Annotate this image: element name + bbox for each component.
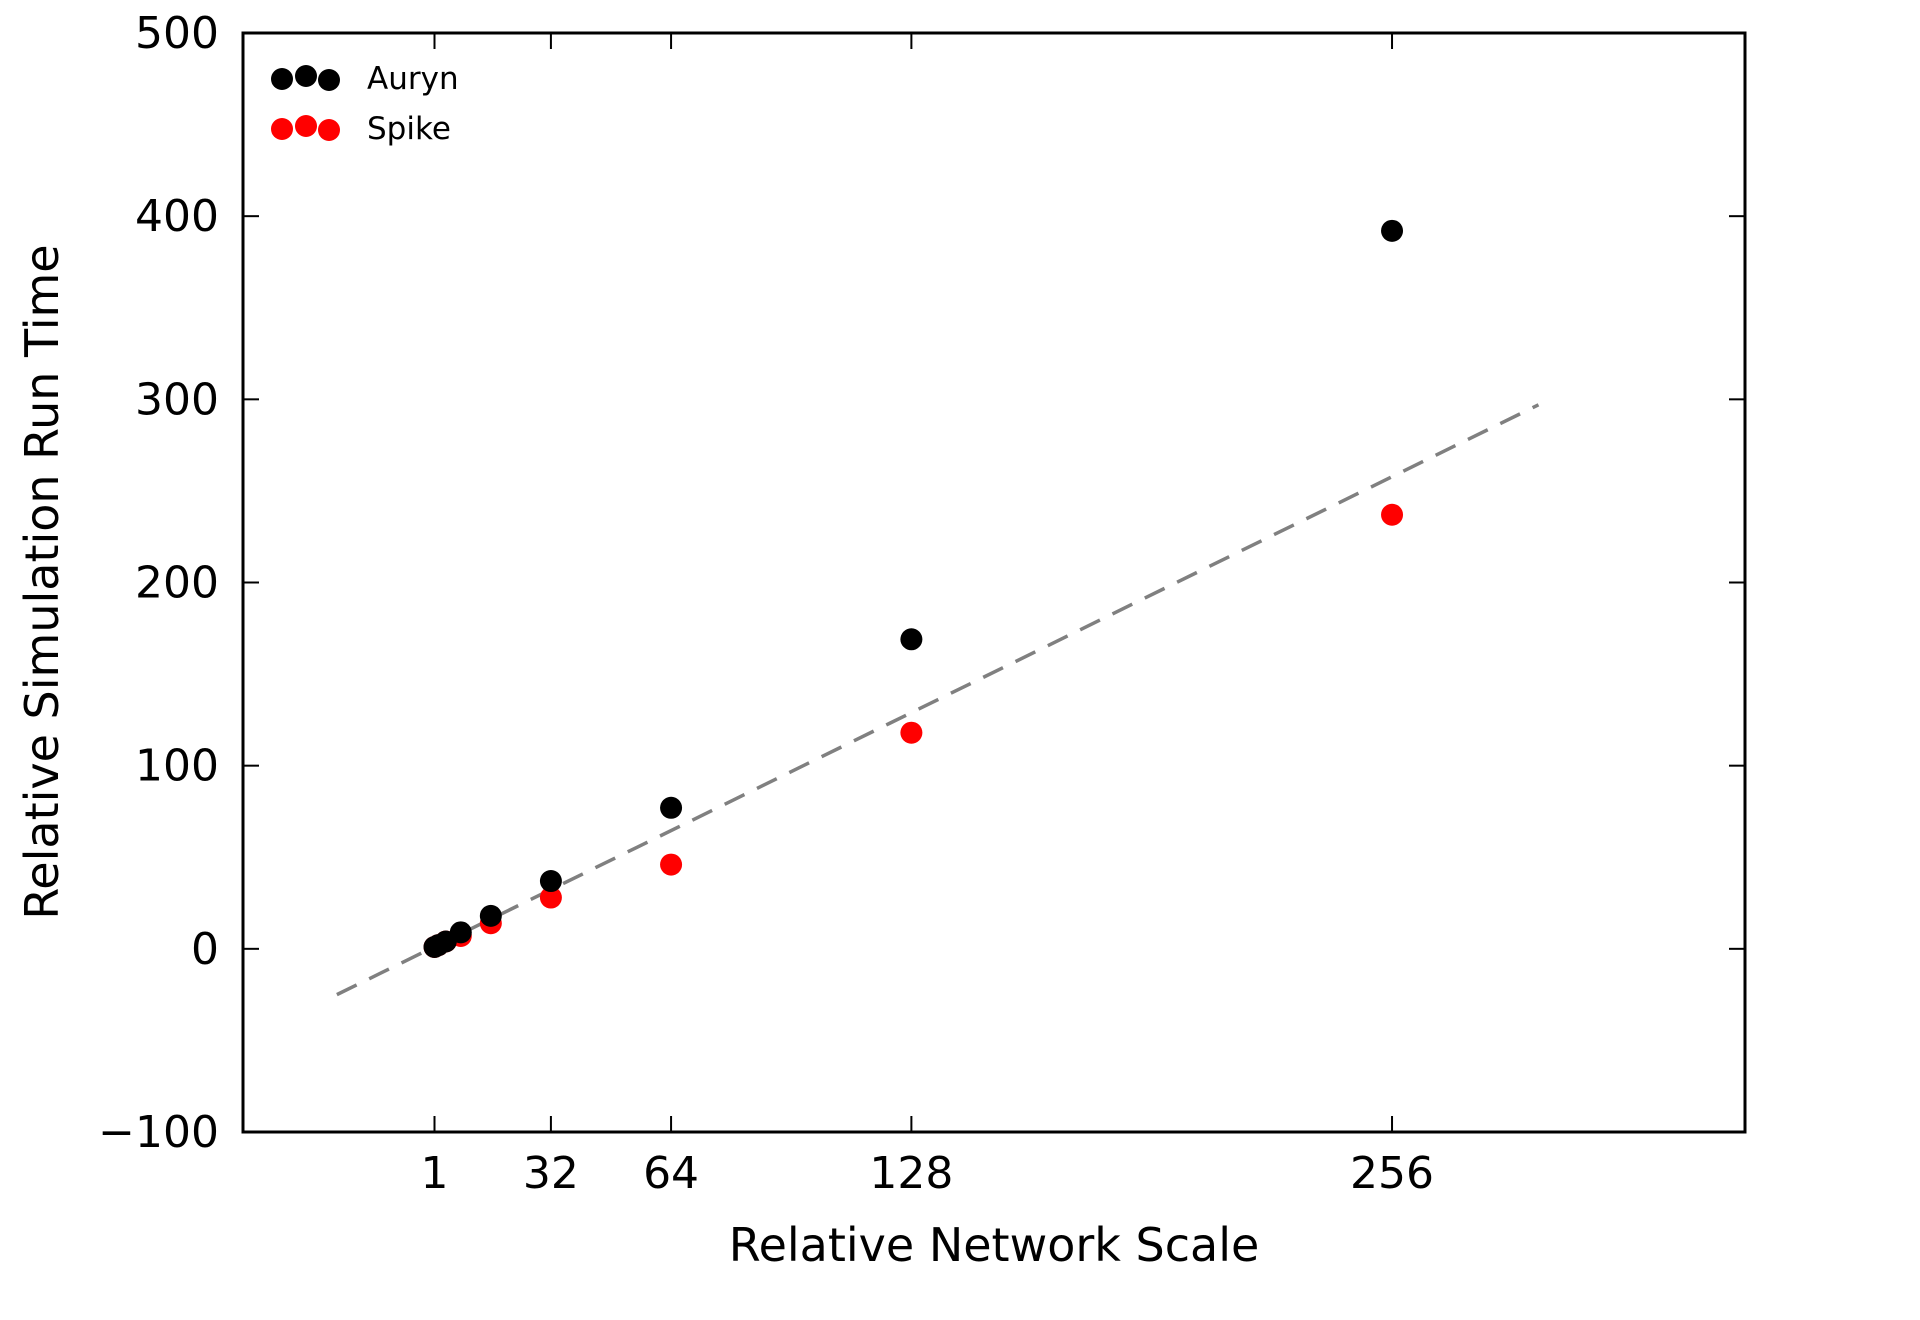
- y-tick-label: 0: [191, 924, 219, 975]
- legend: Auryn Spike: [271, 61, 459, 147]
- x-axis-label: Relative Network Scale: [729, 1218, 1260, 1272]
- spike-point: [539, 886, 562, 909]
- y-tick-label: 100: [135, 741, 219, 792]
- auryn-point: [449, 921, 472, 944]
- reference-fit-line: [336, 403, 1540, 997]
- y-tick-label: 400: [135, 191, 219, 242]
- legend-spike-label: Spike: [367, 111, 451, 147]
- auryn-point: [539, 870, 562, 893]
- legend-spike-marker: [318, 119, 340, 141]
- y-axis-label: Relative Simulation Run Time: [15, 244, 69, 919]
- x-tick-label: 64: [643, 1148, 699, 1199]
- y-tick-label: −100: [98, 1107, 219, 1158]
- y-tick-label: 300: [135, 374, 219, 425]
- y-tick-label: 500: [135, 8, 219, 59]
- data-points-layer: [423, 219, 1404, 959]
- reference-line-layer: [336, 403, 1540, 997]
- axes-layer: [241, 31, 1747, 1134]
- legend-auryn-label: Auryn: [367, 61, 459, 97]
- spike-point: [900, 721, 923, 744]
- ticks-layer: 1 32 64 128 256 −100 0 100 200 300 400 500: [98, 8, 1745, 1199]
- x-tick-label: 128: [869, 1148, 953, 1199]
- auryn-point: [900, 628, 923, 651]
- auryn-point: [1381, 219, 1404, 242]
- auryn-point: [479, 904, 502, 927]
- x-tick-label: 1: [421, 1148, 449, 1199]
- legend-spike-marker: [271, 118, 293, 140]
- legend-spike-marker: [295, 115, 317, 137]
- y-tick-label: 200: [135, 558, 219, 609]
- legend-auryn-marker: [271, 68, 293, 90]
- legend-auryn-marker: [295, 65, 317, 87]
- spike-point: [1381, 503, 1404, 526]
- x-tick-label: 32: [523, 1148, 579, 1199]
- spike-point: [660, 853, 683, 876]
- auryn-point: [660, 796, 683, 819]
- plot-area-frame: [241, 31, 1747, 1134]
- x-tick-label: 256: [1350, 1148, 1434, 1199]
- legend-auryn-marker: [318, 69, 340, 91]
